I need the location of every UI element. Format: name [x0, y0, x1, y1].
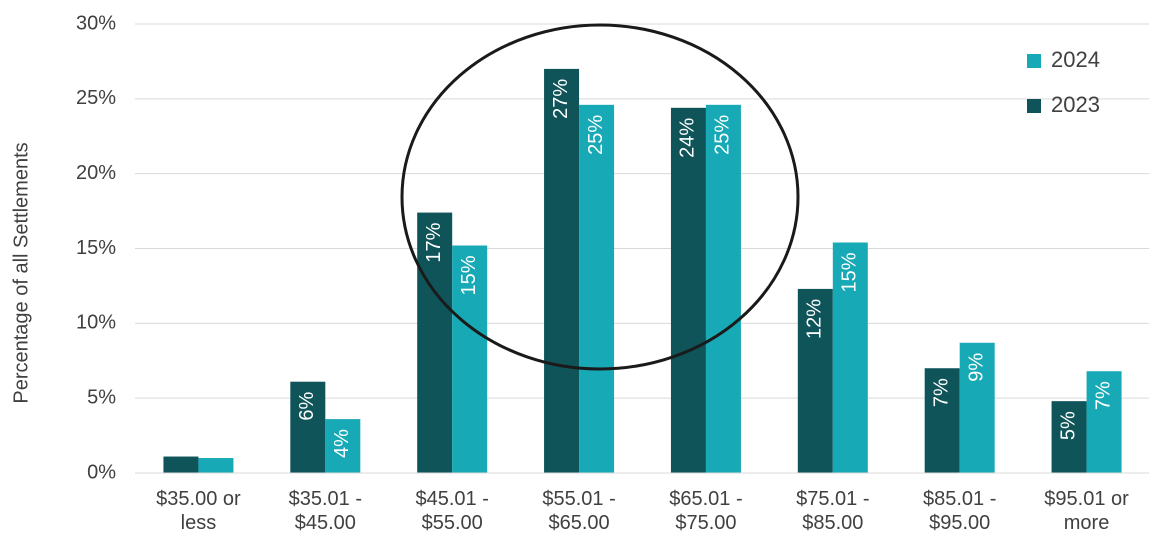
x-tick-label: $85.01 -$95.00 [923, 488, 996, 534]
bar [924, 368, 960, 473]
legend-swatch [1027, 99, 1041, 113]
value-label: 7% [930, 378, 952, 407]
bar [959, 342, 995, 473]
value-label: 25% [712, 115, 734, 155]
bar [198, 458, 234, 473]
plot: 0% 5% 10% 15% 20% 25% 30% $35.00 or less 6% 4% $35.… [76, 12, 1149, 534]
bar [832, 242, 868, 473]
y-tick-label: 30% [76, 12, 116, 34]
y-tick-label: 25% [76, 87, 116, 109]
x-tick-label: $45.01 -$55.00 [415, 488, 488, 534]
x-tick-label: $35.00 or less [156, 488, 241, 534]
bar [705, 104, 741, 473]
y-axis-label: Percentage of all Settlements [10, 142, 32, 403]
value-label: 25% [585, 115, 607, 155]
value-label: 4% [331, 429, 353, 458]
value-label: 9% [965, 353, 987, 382]
bar [670, 107, 706, 474]
value-label: 15% [839, 252, 861, 292]
legend-label: 2024 [1051, 47, 1100, 72]
x-tick-label: $65.01 -$75.00 [669, 488, 742, 534]
highlight-ellipse [400, 23, 800, 371]
x-tick-label: $95.01 or more [1044, 488, 1129, 534]
bar [417, 212, 453, 473]
value-label: 12% [804, 299, 826, 339]
bar [290, 381, 326, 473]
bar [1051, 401, 1087, 473]
legend-swatch [1027, 54, 1041, 68]
y-tick-label: 5% [87, 386, 116, 408]
bar [325, 419, 361, 473]
value-label: 5% [1057, 411, 1079, 440]
value-label: 7% [1092, 381, 1114, 410]
value-label: 24% [677, 118, 699, 158]
legend-label: 2023 [1051, 92, 1100, 117]
bar [544, 68, 580, 474]
y-tick-label: 15% [76, 237, 116, 259]
bar [797, 288, 833, 473]
bar [579, 104, 615, 473]
bar [1086, 371, 1122, 473]
x-tick-label: $75.01 -$85.00 [796, 488, 869, 534]
y-tick-label: 20% [76, 162, 116, 184]
bar [163, 456, 199, 473]
value-label: 6% [296, 391, 318, 420]
value-label: 15% [458, 255, 480, 295]
bar [452, 245, 488, 473]
value-label: 27% [550, 79, 572, 119]
y-tick-label: 0% [87, 461, 116, 483]
x-tick-label: $35.01 -$45.00 [289, 488, 362, 534]
x-tick-label: $55.01 -$65.00 [542, 488, 615, 534]
value-label: 17% [423, 222, 445, 262]
y-tick-label: 10% [76, 312, 116, 334]
